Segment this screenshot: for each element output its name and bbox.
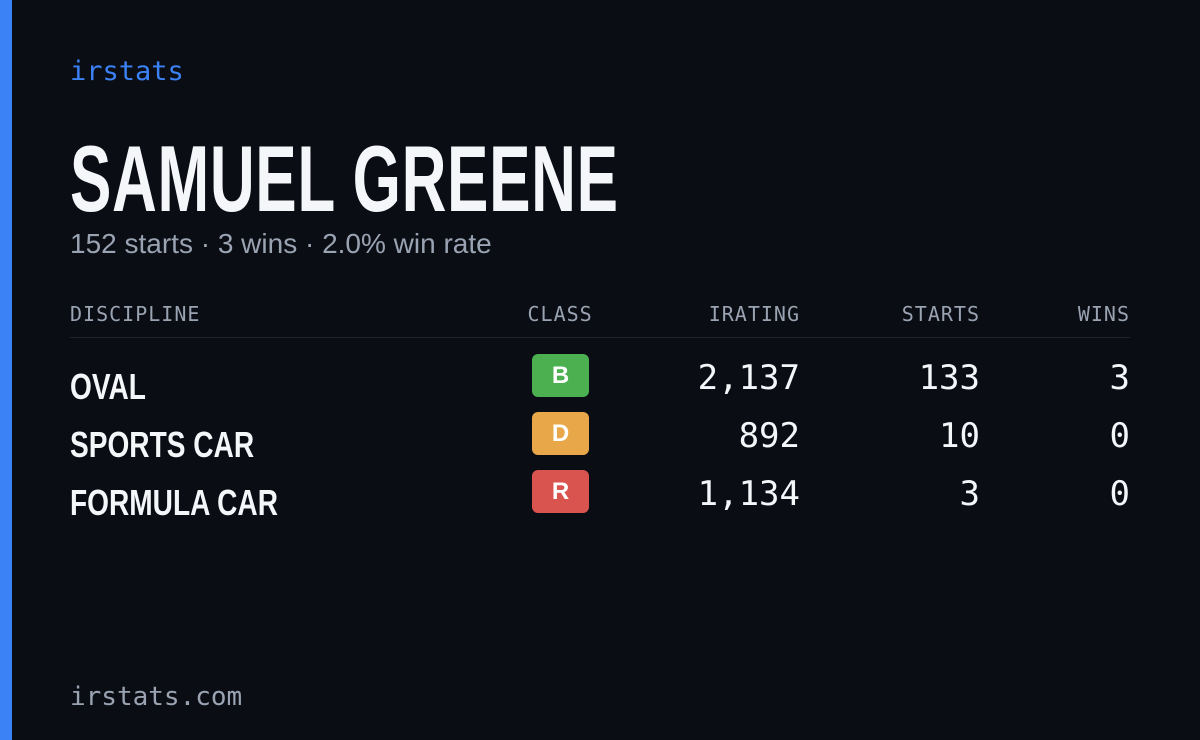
- brand: irstats: [70, 56, 184, 87]
- column-header: DISCIPLINE: [70, 302, 201, 326]
- wins: 0: [1109, 416, 1130, 456]
- discipline: FORMULA CAR: [70, 482, 278, 523]
- starts: 3: [959, 474, 980, 514]
- class-badge: B: [532, 354, 589, 397]
- column-header: CLASS: [527, 302, 593, 326]
- column-header: WINS: [1077, 302, 1130, 326]
- driver-summary: 152 starts · 3 wins · 2.0% win rate: [70, 228, 492, 259]
- starts: 10: [939, 416, 980, 456]
- discipline: OVAL: [70, 366, 146, 407]
- class-badge: R: [532, 470, 589, 513]
- column-header: STARTS: [901, 302, 980, 326]
- starts: 133: [918, 358, 980, 398]
- header-rule: [70, 337, 1130, 338]
- discipline: SPORTS CAR: [70, 424, 255, 465]
- irating: 1,134: [697, 474, 800, 514]
- accent-bar: [0, 0, 12, 740]
- driver-name: SAMUEL GREENE: [70, 126, 619, 231]
- class-badge: D: [532, 412, 589, 455]
- footer-url: irstats.com: [70, 682, 243, 712]
- irating: 892: [738, 416, 800, 456]
- column-header: IRATING: [708, 302, 800, 326]
- wins: 0: [1109, 474, 1130, 514]
- wins: 3: [1109, 358, 1130, 398]
- irating: 2,137: [697, 358, 800, 398]
